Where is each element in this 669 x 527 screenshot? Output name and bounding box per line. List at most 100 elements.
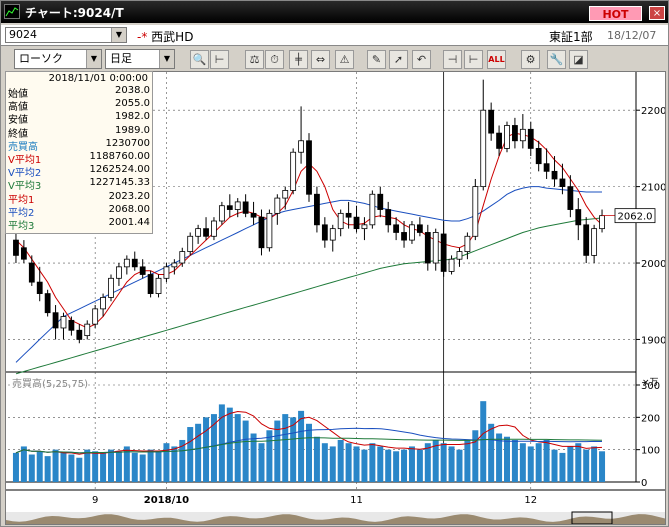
candle-down	[13, 239, 19, 256]
volume-bar	[567, 446, 574, 482]
candle-down	[377, 193, 384, 210]
candle-down	[559, 178, 566, 188]
stock-header: 9024 ▼ -* 西武HD 東証1部 18/12/07	[1, 25, 668, 46]
timer-icon[interactable]: ⏱	[265, 50, 284, 69]
candle-up	[116, 266, 122, 279]
volume-bar	[195, 423, 202, 482]
volume-bar	[385, 449, 392, 482]
candle-up	[187, 235, 194, 252]
volume-bar	[179, 439, 186, 482]
candle-left-icon[interactable]: ⊣	[443, 50, 462, 69]
volume-bar	[12, 452, 19, 482]
volume-bar	[92, 451, 99, 482]
date-label: 18/12/07	[607, 29, 657, 42]
undo-icon[interactable]: ↶	[412, 50, 431, 69]
wrench-icon[interactable]: 🔧	[547, 50, 566, 69]
candle-down	[575, 209, 582, 226]
info-value: 1227145.33	[89, 177, 150, 189]
stock-name: -* 西武HD	[137, 28, 193, 45]
info-label: 平均1	[8, 194, 35, 206]
chevron-down-icon[interactable]: ▼	[159, 50, 174, 68]
info-row: V平均3 1227145.33	[8, 177, 150, 193]
volume-bar	[511, 439, 518, 482]
candle-up	[108, 277, 114, 298]
volume-bar	[131, 452, 138, 482]
split-icon[interactable]: ⇔	[311, 50, 330, 69]
ruler-icon[interactable]: ⊢	[210, 50, 229, 69]
pencil-icon[interactable]: ✎	[367, 50, 386, 69]
info-label: 売買高	[8, 141, 38, 153]
volume-panel-title: 売買高(5,25,75)	[12, 377, 88, 390]
volume-bar	[448, 446, 455, 482]
volume-bar	[242, 420, 249, 482]
info-label: V平均2	[8, 168, 42, 180]
hot-button[interactable]: HOT	[589, 6, 642, 21]
alert-icon[interactable]: ⚠	[335, 50, 354, 69]
candles	[13, 79, 605, 344]
candle-down	[353, 216, 360, 230]
all-icon[interactable]: ALL	[487, 50, 506, 69]
volume-bar	[472, 430, 479, 482]
volume-bar	[583, 449, 590, 482]
volume-bar	[163, 443, 170, 482]
candle-down	[44, 293, 51, 314]
volume-bar	[551, 449, 558, 482]
volume-bar	[28, 454, 35, 482]
chevron-down-icon[interactable]: ▼	[111, 28, 126, 42]
candle-down	[535, 148, 542, 165]
palette-icon[interactable]: ◪	[569, 50, 588, 69]
price-tick-label: 2100	[641, 183, 665, 194]
candle-up	[274, 197, 281, 214]
grid-icon[interactable]: ╪	[289, 50, 308, 69]
volume-bar	[559, 452, 566, 482]
date-tick-label: 2018/10	[144, 495, 189, 506]
info-value: 1982.0	[115, 111, 150, 123]
volume-bar	[575, 443, 582, 482]
info-label: 始値	[8, 89, 28, 100]
candle-down	[488, 109, 495, 134]
volume-bar	[464, 439, 471, 482]
info-label: 平均2	[8, 207, 35, 219]
info-label: 終値	[8, 128, 28, 140]
info-label: V平均3	[8, 181, 42, 193]
volume-bar	[424, 443, 431, 482]
info-row: 平均2 2068.00	[8, 204, 150, 219]
period-select[interactable]: 日足 ▼	[105, 49, 175, 69]
candle-up	[432, 232, 439, 264]
settings-icon[interactable]: ⚙	[521, 50, 540, 69]
info-label: 安値	[8, 115, 28, 127]
candle-right-icon[interactable]: ⊢	[464, 50, 483, 69]
chart-type-select[interactable]: ローソク ▼	[14, 49, 102, 69]
close-button[interactable]: ×	[649, 6, 665, 20]
volume-tick-label: 300	[641, 381, 660, 392]
info-row: 平均3 2001.44	[8, 217, 150, 232]
candle-down	[76, 329, 83, 340]
stock-code-input[interactable]: 9024 ▼	[5, 27, 127, 43]
info-value: 1262524.00	[89, 164, 150, 176]
candle-down	[527, 128, 534, 149]
candle-up	[234, 201, 241, 210]
candle-up	[282, 190, 289, 199]
volume-bar	[234, 414, 241, 482]
info-label: 高値	[8, 102, 28, 114]
indicator-icon[interactable]: ⚖	[245, 50, 264, 69]
info-datetime: 2018/11/01 0:00:00	[48, 73, 148, 84]
candle-up	[171, 262, 178, 268]
chart-area[interactable]: 2200 2100 2000 1900 9 2018/10 11 12 2062.0 売買高(5,…	[5, 71, 666, 525]
current-price-label: 2062.0	[618, 212, 653, 223]
candle-up	[218, 205, 225, 222]
stock-name-text: 西武HD	[151, 30, 194, 44]
cursor-icon[interactable]: ➚	[389, 50, 408, 69]
chevron-down-icon[interactable]: ▼	[86, 50, 101, 68]
info-row: V平均1 1188760.00	[8, 151, 150, 166]
volume-bar	[298, 410, 305, 482]
candle-up	[100, 297, 106, 310]
market-label: 東証1部	[549, 30, 593, 44]
volume-bar	[591, 446, 598, 482]
volume-tick-label: 0	[641, 478, 647, 489]
zoom-icon[interactable]: 🔍	[190, 50, 209, 69]
candle-down	[131, 258, 138, 268]
volume-bar	[226, 407, 233, 482]
